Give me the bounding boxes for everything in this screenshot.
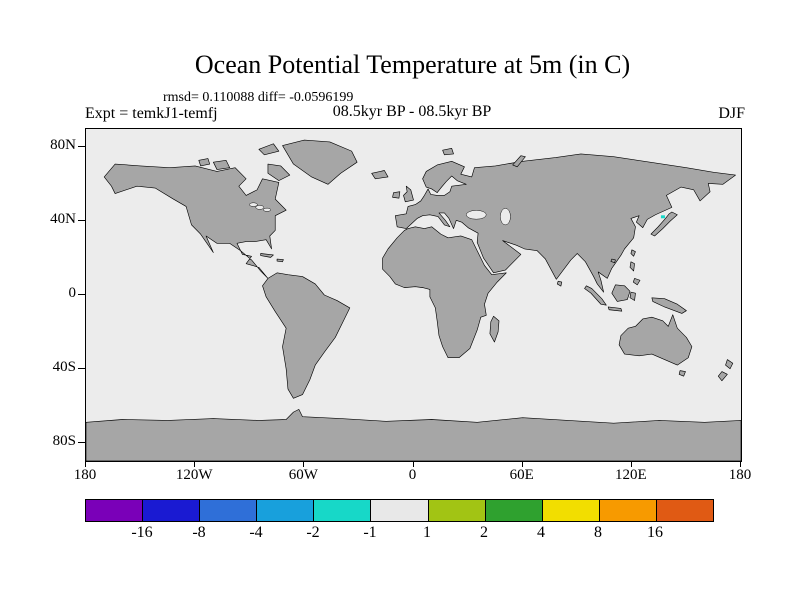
sulawesi-island [629, 291, 636, 301]
y-tick-label: 40S [52, 358, 76, 375]
great-lake-erie-ontario [263, 207, 271, 212]
tasmania-island [678, 370, 686, 377]
colorbar-label: -2 [306, 524, 320, 541]
y-tick-mark [78, 146, 85, 148]
colorbar-label: 8 [594, 524, 602, 541]
iceland-island [371, 170, 389, 180]
sri-lanka-island [556, 280, 563, 287]
new-zealand-north-island [725, 359, 734, 370]
java-island [607, 306, 623, 312]
colorbar-segment [656, 500, 714, 521]
experiment-label: Expt = temkJ1-temfj [85, 105, 218, 122]
y-tick-label: 0 [68, 285, 77, 301]
colorbar-segments [86, 500, 714, 521]
black-sea [466, 210, 487, 220]
australia-landmass [618, 314, 693, 366]
y-tick-mark [78, 294, 85, 295]
y-tick-label: 40N [50, 211, 76, 228]
colorbar-label: 1 [423, 524, 431, 541]
colorbar-segment [599, 500, 657, 521]
colorbar-segment [542, 500, 600, 521]
japan-islands [650, 211, 678, 237]
colorbar-segment [86, 500, 144, 521]
x-tick-label: 0 [408, 467, 417, 483]
eurasia-landmass [394, 153, 736, 293]
colorbar-label: 4 [537, 524, 545, 541]
colorbar-segment [485, 500, 543, 521]
anomaly-patch [660, 215, 665, 219]
colorbar-label: -4 [249, 524, 263, 541]
period-label: 08.5kyr BP - 08.5kyr BP [332, 103, 492, 120]
x-tick-label: 60E [509, 467, 534, 483]
hainan-island [610, 258, 616, 264]
x-tick-label: 60W [288, 467, 318, 483]
world-map [86, 139, 741, 461]
banks-island [198, 158, 211, 167]
season-label: DJF [718, 105, 745, 122]
x-tick-label: 180 [728, 467, 752, 483]
south-america-landmass [262, 272, 351, 399]
borneo-island [611, 284, 631, 302]
x-tick-label: 180 [73, 467, 97, 483]
africa-landmass [382, 226, 507, 359]
x-tick-label: 120W [175, 467, 213, 483]
cuba-island [260, 253, 274, 258]
luzon-island [629, 261, 635, 272]
new-guinea-island [651, 297, 687, 314]
y-tick-label: 80S [52, 432, 76, 449]
map-plot-area [85, 128, 742, 462]
north-america-landmass [103, 163, 287, 279]
colorbar-label: -8 [192, 524, 206, 541]
colorbar-label: -1 [363, 524, 377, 541]
ireland-island [392, 191, 401, 199]
antarctica-landmass [86, 409, 741, 461]
new-zealand-south-island [717, 371, 728, 382]
sumatra-island [584, 285, 607, 306]
hispaniola-island [276, 258, 284, 263]
greenland-landmass [282, 139, 358, 185]
stats-line: rmsd= 0.110088 diff= -0.0596199 [163, 90, 354, 105]
svalbard-island [442, 148, 454, 156]
chart-title: Ocean Potential Temperature at 5m (in C) [194, 50, 631, 79]
y-tick-label: 80N [50, 137, 76, 154]
great-lake-superior [249, 202, 258, 207]
colorbar-segment [257, 500, 315, 521]
colorbar-segment [428, 500, 486, 521]
taiwan-island [630, 249, 636, 257]
colorbar-segment [371, 500, 429, 521]
colorbar-segment [200, 500, 258, 521]
great-lake-michigan-huron [255, 205, 264, 210]
x-tick-label: 120E [614, 467, 647, 483]
colorbar-label: 16 [647, 524, 663, 541]
mindanao-island [632, 278, 641, 286]
y-tick-mark [78, 441, 85, 443]
colorbar-label: 2 [480, 524, 488, 541]
madagascar-island [489, 315, 500, 343]
ellesmere-island [258, 143, 280, 156]
y-tick-mark [78, 220, 85, 222]
caspian-sea [500, 208, 511, 226]
colorbar-label: -16 [131, 524, 153, 541]
colorbar-segment [314, 500, 372, 521]
colorbar [85, 499, 714, 522]
y-tick-mark [78, 367, 85, 369]
novaya-zemlya-island [512, 155, 526, 168]
great-britain-island [403, 185, 414, 203]
victoria-island [213, 160, 231, 170]
baffin-island [267, 163, 291, 181]
colorbar-segment [143, 500, 201, 521]
